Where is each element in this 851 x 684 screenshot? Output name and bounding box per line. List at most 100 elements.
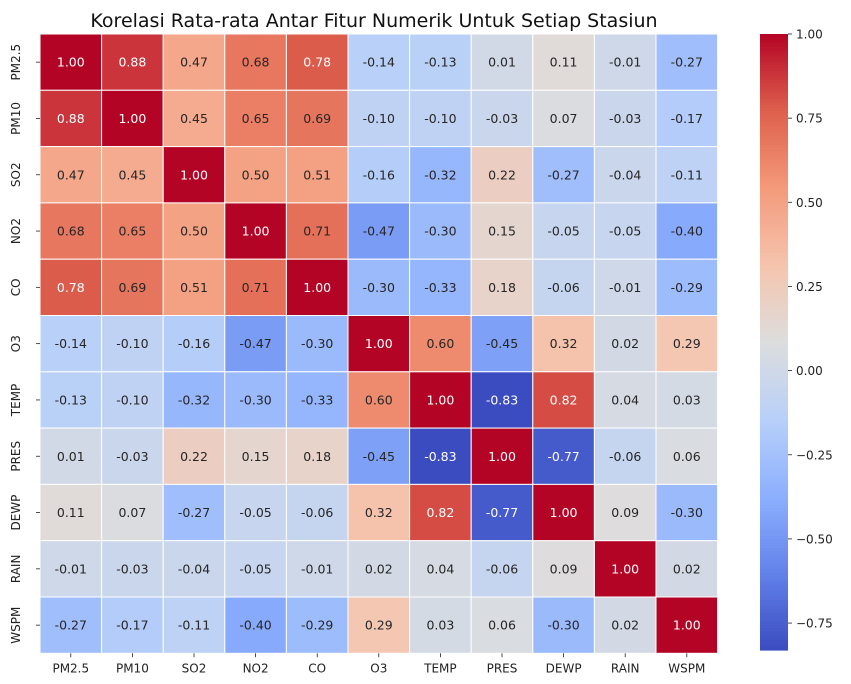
cell-value-label: 0.47 [57, 167, 85, 182]
cell-value-label: -0.01 [55, 561, 87, 576]
heatmap-cell [39, 315, 103, 373]
cell-value-label: -0.32 [424, 167, 456, 182]
heatmap-cell [101, 33, 164, 91]
colorbar-segment [760, 480, 788, 485]
colorbar-segment [760, 437, 788, 442]
colorbar-segment [760, 175, 788, 180]
heatmap-cell [470, 427, 534, 485]
heatmap-cell [347, 315, 411, 373]
colorbar-tick-label: −0.75 [796, 617, 833, 631]
cell-value-label: 1.00 [365, 336, 393, 351]
colorbar-segment [760, 80, 788, 84]
heatmap-cell [470, 89, 534, 148]
x-tick-label: NO2 [243, 661, 269, 675]
cell-value-label: -0.83 [486, 392, 518, 407]
colorbar-segment [760, 311, 788, 315]
cell-value-label: 1.00 [611, 561, 639, 576]
colorbar-segment [760, 576, 788, 580]
cell-value-label: 0.29 [673, 336, 701, 351]
cell-value-label: 0.01 [57, 449, 85, 464]
heatmap-cell [593, 483, 657, 542]
colorbar-segment [760, 74, 788, 78]
cell-value-label: -0.11 [671, 167, 703, 182]
colorbar-segment [760, 646, 788, 651]
colorbar-segment [760, 496, 788, 500]
cell-value-label: -0.01 [609, 55, 641, 70]
colorbar-segment [760, 397, 788, 402]
heatmap-cell [470, 371, 534, 429]
colorbar-segment [760, 579, 788, 583]
colorbar-segment [760, 443, 788, 448]
cell-value-label: -0.17 [116, 618, 148, 633]
cell-value-label: -0.29 [671, 280, 703, 295]
colorbar-segment [760, 419, 788, 423]
cell-value-label: 1.00 [57, 55, 85, 70]
colorbar-segment [760, 323, 788, 328]
colorbar-segment [760, 114, 788, 118]
colorbar-segment [760, 502, 788, 506]
cell-value-label: 1.00 [673, 618, 701, 633]
colorbar-segment [760, 631, 788, 636]
heatmap-cell [593, 427, 657, 485]
cell-value-label: -0.47 [239, 336, 271, 351]
colorbar-tick-label: −0.25 [796, 448, 833, 462]
heatmap-cell [347, 202, 411, 260]
y-tick-label: O3 [9, 335, 23, 352]
colorbar-segment [760, 520, 788, 525]
colorbar-segment [760, 625, 788, 630]
colorbar-segment [760, 49, 788, 54]
heatmap-cell [224, 202, 287, 260]
colorbar-segment [760, 95, 788, 100]
colorbar-segment [760, 154, 788, 158]
colorbar-segment [760, 542, 788, 546]
heatmap-cell [39, 540, 103, 598]
heatmap-cell [347, 596, 411, 654]
colorbar-segment [760, 459, 788, 463]
heatmap-cells: 1.00 0.88 0.47 0.68 0.78 -0.14 -0.13 0.01 0.11 -0… [39, 33, 719, 654]
colorbar-segment [760, 409, 788, 414]
colorbar-segment [760, 169, 788, 174]
y-tick-label: TEMP [9, 384, 23, 418]
cell-value-label: -0.10 [116, 336, 148, 351]
heatmap-cell [532, 258, 595, 317]
cell-value-label: 0.82 [550, 392, 578, 407]
cell-value-label: 1.00 [118, 111, 146, 126]
colorbar-segment [760, 249, 788, 254]
heatmap-cell [285, 596, 349, 654]
colorbar-segment [760, 70, 788, 75]
x-tick-label: TEMP [423, 661, 457, 675]
cell-value-label: -0.05 [609, 224, 641, 239]
cell-value-label: -0.16 [178, 336, 210, 351]
heatmap-cell [285, 540, 349, 598]
heatmap-cell [532, 540, 595, 598]
colorbar-segment [760, 372, 788, 377]
heatmap-cell [655, 540, 719, 598]
heatmap-cell [347, 540, 411, 598]
heatmap-cell [285, 427, 349, 485]
colorbar-segment [760, 634, 788, 639]
colorbar-tick-label: 0.00 [796, 364, 823, 378]
cell-value-label: -0.03 [486, 111, 518, 126]
cell-value-label: 0.01 [488, 55, 516, 70]
colorbar-segment [760, 394, 788, 399]
cell-value-label: 0.29 [365, 618, 393, 633]
colorbar-segment [760, 317, 788, 322]
cell-value-label: -0.45 [363, 449, 395, 464]
colorbar-segment [760, 569, 788, 574]
colorbar-segment [760, 117, 788, 121]
cell-value-label: 0.65 [242, 111, 270, 126]
colorbar-segment [760, 508, 788, 512]
cell-value-label: 0.04 [611, 392, 639, 407]
heatmap-cell [162, 596, 226, 654]
heatmap-cell [224, 540, 287, 598]
heatmap-cell [593, 258, 657, 317]
heatmap-cell [655, 483, 719, 542]
cell-value-label: -0.17 [671, 111, 703, 126]
cell-value-label: 0.15 [488, 224, 516, 239]
cell-value-label: 0.32 [550, 336, 578, 351]
colorbar-segment [760, 151, 788, 155]
colorbar-segment [760, 197, 788, 201]
cell-value-label: -0.27 [671, 55, 703, 70]
cell-value-label: 0.07 [550, 111, 578, 126]
colorbar-segment [760, 563, 788, 568]
